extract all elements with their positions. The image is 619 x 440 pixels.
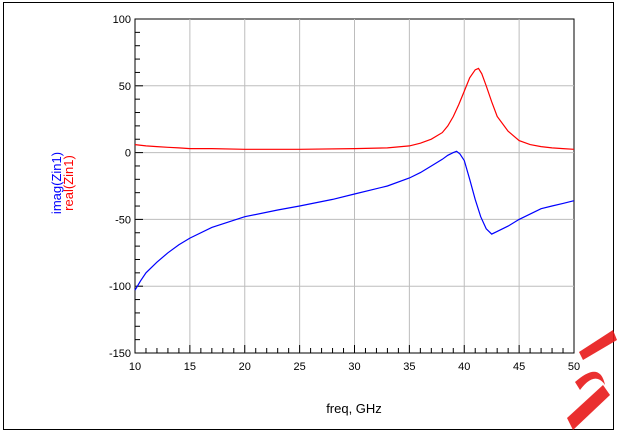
impedance-chart: -150 -100 -50 0 50 100 10 15 20 25 30 35 40 45 50 fre… [49, 14, 580, 416]
grid-lines [135, 19, 574, 353]
x-tick-label: 45 [513, 361, 525, 373]
x-tick-label: 10 [129, 361, 141, 373]
y-axis-ticks: -150 -100 -50 0 50 100 [109, 14, 143, 360]
x-tick-label: 35 [403, 361, 415, 373]
x-tick-label: 50 [568, 361, 580, 373]
y-tick-label: -150 [109, 348, 131, 360]
x-tick-label: 40 [458, 361, 470, 373]
series-group [134, 67, 575, 291]
y-axis-label-group: imag(Zin1) real(Zin1) [49, 152, 76, 214]
x-axis-ticks: 10 15 20 25 30 35 40 45 50 [129, 345, 580, 373]
y-tick-label: -50 [115, 214, 131, 226]
series-line-imag [134, 150, 575, 291]
y-tick-label: 50 [119, 81, 131, 93]
y-tick-label: 0 [125, 148, 131, 160]
y-tick-label: 100 [113, 14, 131, 26]
chart-frame: -150 -100 -50 0 50 100 10 15 20 25 30 35 40 45 50 fre… [3, 2, 614, 430]
y-tick-label: -100 [109, 281, 131, 293]
y-axis-label-real: real(Zin1) [61, 155, 76, 211]
y-axis-label-imag: imag(Zin1) [49, 152, 64, 214]
x-tick-label: 30 [348, 361, 360, 373]
x-tick-label: 20 [239, 361, 251, 373]
x-tick-label: 15 [184, 361, 196, 373]
x-axis-label: freq, GHz [326, 401, 382, 416]
series-line-real [134, 67, 575, 150]
x-tick-label: 25 [294, 361, 306, 373]
